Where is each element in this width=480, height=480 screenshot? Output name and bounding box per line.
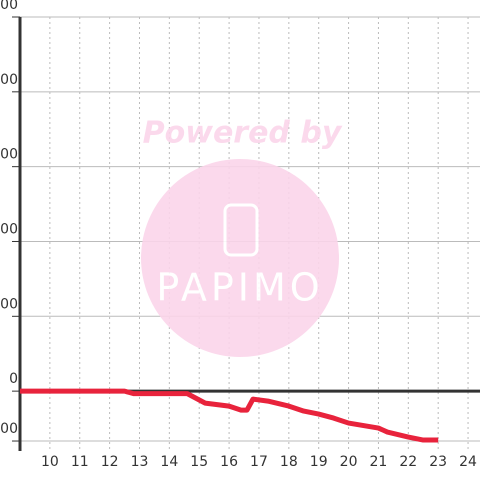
y-tick-label: -20,000 bbox=[0, 421, 18, 437]
y-tick-label: 150,000 bbox=[0, 0, 18, 13]
x-tick-label: 15 bbox=[190, 454, 208, 470]
watermark-circle bbox=[141, 159, 339, 357]
x-tick-label: 22 bbox=[399, 454, 417, 470]
x-tick-label: 13 bbox=[131, 454, 149, 470]
watermark: Powered by PAPIMO bbox=[141, 116, 343, 357]
y-tick-label: 90,000 bbox=[0, 147, 18, 163]
x-tick-label: 16 bbox=[220, 454, 238, 470]
x-tick-label: 23 bbox=[429, 454, 447, 470]
y-tick-label: 60,000 bbox=[0, 221, 18, 237]
y-tick-label: 0 bbox=[9, 371, 18, 387]
watermark-text: Powered by bbox=[143, 116, 343, 151]
watermark-logo: PAPIMO bbox=[156, 266, 323, 310]
y-tick-label: 30,000 bbox=[0, 296, 18, 312]
x-tick-label: 19 bbox=[310, 454, 328, 470]
x-tick-label: 21 bbox=[370, 454, 388, 470]
x-tick-label: 20 bbox=[340, 454, 358, 470]
data-line bbox=[20, 388, 439, 443]
x-tick-label: 11 bbox=[71, 454, 89, 470]
y-tick-label: 120,000 bbox=[0, 72, 18, 88]
watermark-icon bbox=[223, 203, 259, 257]
x-tick-label: 18 bbox=[280, 454, 298, 470]
x-tick-label: 14 bbox=[160, 454, 178, 470]
x-tick-label: 12 bbox=[101, 454, 119, 470]
x-tick-label: 24 bbox=[459, 454, 477, 470]
x-tick-label: 17 bbox=[250, 454, 268, 470]
x-tick-label: 10 bbox=[41, 454, 59, 470]
